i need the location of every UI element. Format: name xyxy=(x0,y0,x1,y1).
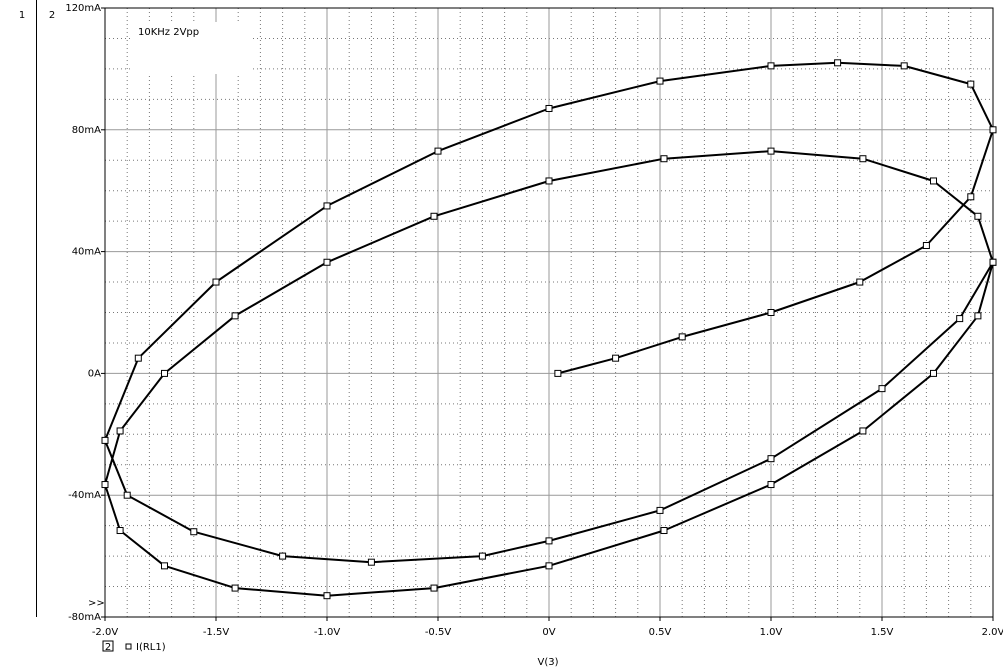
point-marker xyxy=(767,481,775,489)
point-marker xyxy=(116,527,124,535)
point-marker xyxy=(856,278,864,286)
point-marker xyxy=(900,62,908,70)
point-marker xyxy=(989,258,997,266)
annotation: 10KHz 2Vpp xyxy=(138,27,199,38)
point-marker xyxy=(767,455,775,463)
point-marker xyxy=(974,312,982,320)
x-tick-label: 2.0V xyxy=(982,627,1003,638)
annotation-box xyxy=(130,22,250,74)
point-marker xyxy=(323,592,331,600)
point-marker xyxy=(545,562,553,570)
point-marker xyxy=(859,155,867,163)
point-marker xyxy=(656,77,664,85)
point-marker xyxy=(834,59,842,67)
legend-index-box xyxy=(102,640,114,652)
point-marker xyxy=(767,147,775,155)
point-marker xyxy=(859,427,867,435)
y-tick-label: 120mA xyxy=(65,3,101,14)
point-marker xyxy=(922,242,930,250)
point-marker xyxy=(545,537,553,545)
x-tick-label: 0V xyxy=(542,627,555,638)
x-tick-label: -2.0V xyxy=(92,627,119,638)
point-marker xyxy=(323,202,331,210)
point-marker xyxy=(160,562,168,570)
point-marker xyxy=(434,147,442,155)
point-marker xyxy=(323,258,331,266)
x-tick-label: -0.5V xyxy=(425,627,452,638)
point-marker xyxy=(160,369,168,377)
series-line xyxy=(104,61,994,597)
point-marker xyxy=(545,177,553,185)
point-marker xyxy=(660,155,668,163)
point-marker xyxy=(956,315,964,323)
y-tick-label: 80mA xyxy=(72,125,101,136)
point-marker xyxy=(974,212,982,220)
point-marker xyxy=(767,309,775,316)
point-marker xyxy=(430,212,438,220)
legend-index: 2 xyxy=(105,642,111,653)
point-marker xyxy=(123,491,131,499)
x-tick-label: -1.5V xyxy=(203,627,230,638)
point-marker xyxy=(231,584,239,592)
point-marker xyxy=(678,333,686,341)
point-marker xyxy=(930,369,938,377)
point-marker xyxy=(930,177,938,185)
x-tick-label: 1.5V xyxy=(871,627,894,638)
point-marker xyxy=(878,385,886,393)
marker-label: >> xyxy=(88,598,105,609)
point-marker xyxy=(656,506,664,514)
point-marker xyxy=(231,312,239,320)
plot-label: 1 xyxy=(19,10,25,21)
point-marker xyxy=(134,354,142,362)
point-marker xyxy=(116,427,124,435)
point-marker xyxy=(190,528,198,536)
point-marker xyxy=(545,104,553,112)
y-tick-label: -80mA xyxy=(68,612,101,623)
point-marker xyxy=(967,193,975,201)
point-marker xyxy=(367,558,375,566)
point-marker xyxy=(430,584,438,592)
x-tick-label: -1.0V xyxy=(314,627,341,638)
point-marker xyxy=(554,369,562,377)
point-marker xyxy=(612,354,620,362)
x-tick-label: 0.5V xyxy=(649,627,672,638)
point-marker xyxy=(660,527,668,535)
point-marker xyxy=(989,126,997,134)
y-tick-label: -40mA xyxy=(68,490,101,501)
point-marker xyxy=(279,552,287,560)
y-tick-label: 40mA xyxy=(72,247,101,258)
point-marker xyxy=(212,278,220,286)
x-tick-label: 1.0V xyxy=(760,627,783,638)
plot-label: 2 xyxy=(49,10,55,21)
legend-label: I(RL1) xyxy=(136,642,166,653)
grid xyxy=(104,7,994,618)
point-marker xyxy=(101,481,109,489)
y-tick-label: 0A xyxy=(88,368,101,379)
point-marker xyxy=(767,62,775,70)
x-axis-label: V(3) xyxy=(537,657,558,668)
point-marker xyxy=(967,80,975,88)
point-marker xyxy=(478,552,486,560)
point-marker xyxy=(101,436,109,444)
legend-marker xyxy=(125,643,132,650)
